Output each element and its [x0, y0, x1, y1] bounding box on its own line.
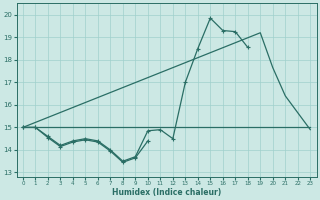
X-axis label: Humidex (Indice chaleur): Humidex (Indice chaleur): [112, 188, 221, 197]
